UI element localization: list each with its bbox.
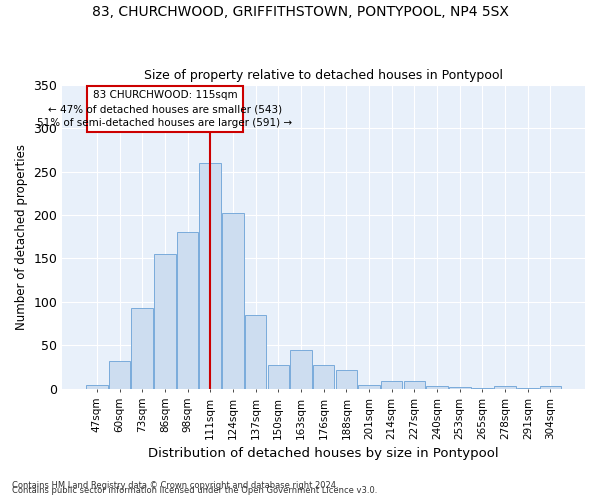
Bar [449,387,470,389]
Text: Contains public sector information licensed under the Open Government Licence v3: Contains public sector information licen… [12,486,377,495]
Bar [290,350,312,389]
Text: 83 CHURCHWOOD: 115sqm
← 47% of detached houses are smaller (543)
51% of semi-det: 83 CHURCHWOOD: 115sqm ← 47% of detached … [37,90,292,128]
Bar [472,388,493,389]
Bar [539,386,561,389]
Bar [404,381,425,389]
Bar [517,388,539,389]
Bar [335,370,357,389]
Bar [494,386,516,389]
Bar [426,386,448,389]
Y-axis label: Number of detached properties: Number of detached properties [15,144,28,330]
Bar [154,254,176,389]
X-axis label: Distribution of detached houses by size in Pontypool: Distribution of detached houses by size … [148,447,499,460]
Bar [222,214,244,389]
Bar [358,384,380,389]
Bar [199,163,221,389]
Bar [313,366,334,389]
Bar [381,381,403,389]
Text: Contains HM Land Registry data © Crown copyright and database right 2024.: Contains HM Land Registry data © Crown c… [12,481,338,490]
Bar [109,361,130,389]
Text: 83, CHURCHWOOD, GRIFFITHSTOWN, PONTYPOOL, NP4 5SX: 83, CHURCHWOOD, GRIFFITHSTOWN, PONTYPOOL… [92,5,508,19]
Bar [245,315,266,389]
Title: Size of property relative to detached houses in Pontypool: Size of property relative to detached ho… [144,69,503,82]
Bar [131,308,153,389]
Bar [177,232,199,389]
Bar [86,384,107,389]
Bar [268,366,289,389]
Bar [86,86,243,132]
